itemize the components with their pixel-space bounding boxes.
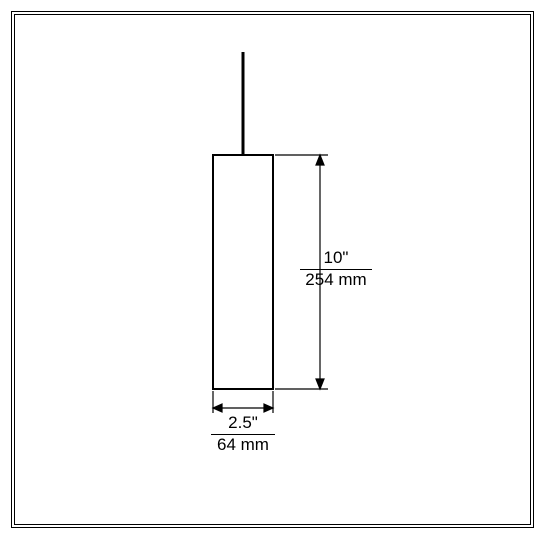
width-metric: 64 mm <box>211 435 275 455</box>
width-dimension <box>213 391 273 413</box>
cylinder-body <box>213 155 273 389</box>
width-imperial: 2.5" <box>211 414 275 435</box>
drawing-svg <box>0 0 550 550</box>
technical-drawing: 2.5" 64 mm 10" 254 mm <box>0 0 550 550</box>
height-imperial: 10" <box>300 249 372 270</box>
height-metric: 254 mm <box>300 270 372 290</box>
width-dimension-label: 2.5" 64 mm <box>211 414 275 454</box>
height-dimension-label: 10" 254 mm <box>300 249 372 289</box>
